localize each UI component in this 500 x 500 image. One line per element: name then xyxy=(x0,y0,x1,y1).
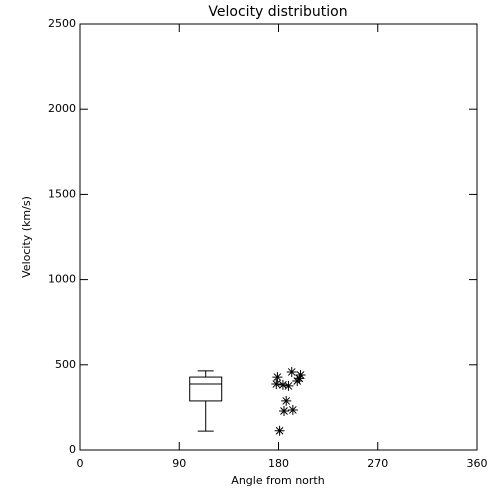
x-axis-label: Angle from north xyxy=(231,474,324,487)
x-tick-label: 270 xyxy=(367,457,388,470)
scatter-point xyxy=(277,379,288,390)
scatter-point xyxy=(295,370,306,381)
scatter-point xyxy=(274,425,285,436)
scatter-point xyxy=(283,380,294,391)
y-tick-label: 0 xyxy=(69,443,76,456)
y-tick-label: 1000 xyxy=(48,273,76,286)
scatter-point xyxy=(271,379,282,390)
scatter-point xyxy=(279,405,290,416)
x-tick-label: 180 xyxy=(268,457,289,470)
y-axis-label: Velocity (km/s) xyxy=(20,196,33,278)
scatter-point xyxy=(281,395,292,406)
x-tick-label: 0 xyxy=(77,457,84,470)
y-tick-label: 2500 xyxy=(48,17,76,30)
scatter-point xyxy=(294,373,305,384)
x-tick-label: 360 xyxy=(467,457,488,470)
y-tick-label: 500 xyxy=(55,358,76,371)
scatter-point xyxy=(286,366,297,377)
scatter-point xyxy=(272,372,283,383)
box xyxy=(189,376,223,402)
y-tick-label: 1500 xyxy=(48,187,76,200)
scatter-point xyxy=(287,404,298,415)
chart-title: Velocity distribution xyxy=(208,4,347,20)
x-tick-label: 90 xyxy=(172,457,186,470)
y-tick-label: 2000 xyxy=(48,102,76,115)
